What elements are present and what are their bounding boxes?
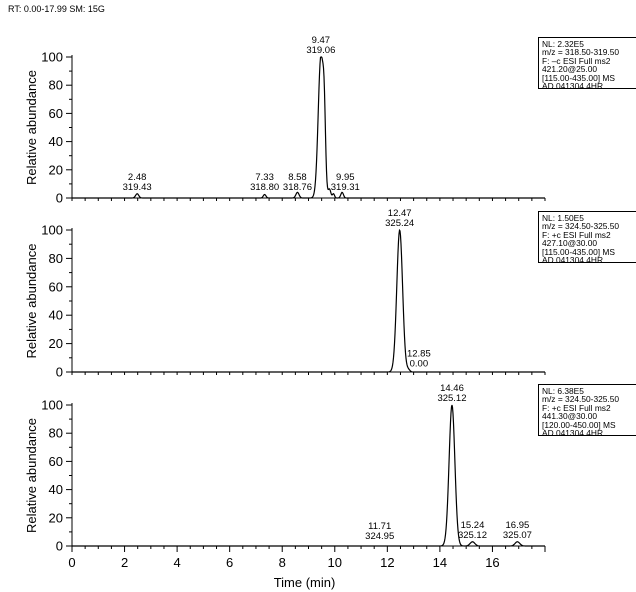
scan-info-line: 441.30@30.00 [542, 411, 598, 422]
peak-mz-label: 319.06 [306, 45, 335, 56]
y-tick-label: 60 [49, 454, 63, 469]
y-tick-label: 100 [41, 50, 63, 65]
scan-info-line: NL: 1.50E5 [542, 213, 584, 223]
y-tick-label: 60 [49, 106, 63, 121]
scan-info-line: F: +c ESI Full ms2 [542, 402, 611, 413]
scan-info-line: AD 041304 4HR [542, 80, 603, 89]
peak-mz-label: 325.12 [437, 393, 466, 404]
scan-info-line: m/z = 324.50-325.50 [542, 394, 620, 405]
x-tick-label: 10 [328, 555, 342, 570]
peak-mz-label: 318.76 [283, 182, 312, 193]
y-tick-label: 80 [49, 251, 63, 266]
peak-mz-label: 319.31 [331, 182, 360, 193]
peak-mz-label: 325.07 [503, 530, 532, 541]
scan-info-line: NL: 6.38E5 [542, 386, 584, 396]
peak-mz-label: 325.24 [385, 218, 414, 229]
x-tick-label: 6 [226, 555, 233, 570]
y-tick-label: 0 [56, 365, 63, 380]
peak-rt-label: 2.48 [128, 172, 147, 183]
y-tick-label: 0 [56, 539, 63, 554]
peak-mz-label: 0.00 [410, 359, 429, 370]
x-tick-label: 8 [279, 555, 286, 570]
y-axis-label: Relative abundance [24, 418, 39, 533]
scan-info-line: 421.20@25.00 [542, 64, 598, 75]
x-axis-label: Time (min) [274, 575, 336, 590]
peak-rt-label: 9.95 [336, 172, 355, 183]
scan-info-box: NL: 1.50E5 m/z = 324.50-325.50 F: +c ESI F… [538, 211, 636, 263]
y-tick-label: 80 [49, 426, 63, 441]
peak-rt-label: 16.95 [506, 520, 530, 531]
scan-info-line: F: –c ESI Full ms2 [542, 55, 611, 66]
peak-mz-label: 324.95 [365, 531, 394, 542]
y-axis-label: Relative abundance [24, 244, 39, 359]
peak-rt-label: 9.47 [312, 35, 331, 46]
chromatogram-trace [72, 404, 545, 547]
scan-info-line: 427.10@30.00 [542, 238, 598, 249]
y-tick-label: 0 [56, 191, 63, 206]
y-tick-label: 20 [49, 336, 63, 351]
y-tick-label: 100 [41, 398, 63, 413]
y-tick-label: 20 [49, 510, 63, 525]
peak-rt-label: 15.24 [461, 520, 485, 531]
scan-info-line: m/z = 324.50-325.50 [542, 221, 620, 232]
peak-rt-label: 12.85 [407, 349, 431, 360]
y-tick-label: 40 [49, 134, 63, 149]
y-tick-label: 100 [41, 223, 63, 238]
peak-mz-label: 319.43 [123, 182, 152, 193]
x-tick-label: 16 [485, 555, 499, 570]
scan-info-line: F: +c ESI Full ms2 [542, 229, 611, 240]
scan-info-line: [115.00-435.00] MS [542, 72, 615, 83]
chromatogram-trace [72, 228, 545, 373]
peak-mz-label: 325.12 [458, 530, 487, 541]
scan-info-line: NL: 2.32E5 [542, 39, 584, 49]
scan-info-line: AD 041304 4HR [542, 254, 603, 263]
chart-header: RT: 0.00-17.99 SM: 15G [8, 4, 105, 14]
peak-rt-label: 14.46 [440, 383, 464, 394]
peak-rt-label: 12.47 [388, 208, 412, 219]
peak-rt-label: 11.71 [368, 521, 391, 532]
scan-info-box: NL: 6.38E5 m/z = 324.50-325.50 F: +c ESI F… [538, 384, 636, 436]
scan-info-line: [115.00-435.00] MS [542, 246, 615, 257]
y-tick-label: 40 [49, 308, 63, 323]
x-tick-label: 0 [68, 555, 75, 570]
scan-info-line: AD 041304 4HR [542, 427, 603, 436]
x-tick-label: 12 [380, 555, 394, 570]
scan-info-box: NL: 2.32E5 m/z = 318.50-319.50 F: –c ESI F… [538, 37, 636, 89]
chromatogram-trace [72, 56, 545, 199]
x-tick-label: 14 [433, 555, 447, 570]
scan-info-line: [120.00-450.00] MS [542, 419, 616, 430]
y-tick-label: 20 [49, 162, 63, 177]
peak-mz-label: 318.80 [250, 182, 279, 193]
y-tick-label: 80 [49, 78, 63, 93]
scan-info-line: m/z = 318.50-319.50 [542, 47, 620, 58]
y-axis-label: Relative abundance [24, 70, 39, 185]
x-tick-label: 2 [121, 555, 128, 570]
x-tick-label: 4 [173, 555, 180, 570]
y-tick-label: 40 [49, 482, 63, 497]
peak-rt-label: 8.58 [288, 172, 307, 183]
y-tick-label: 60 [49, 279, 63, 294]
peak-rt-label: 7.33 [255, 172, 274, 183]
